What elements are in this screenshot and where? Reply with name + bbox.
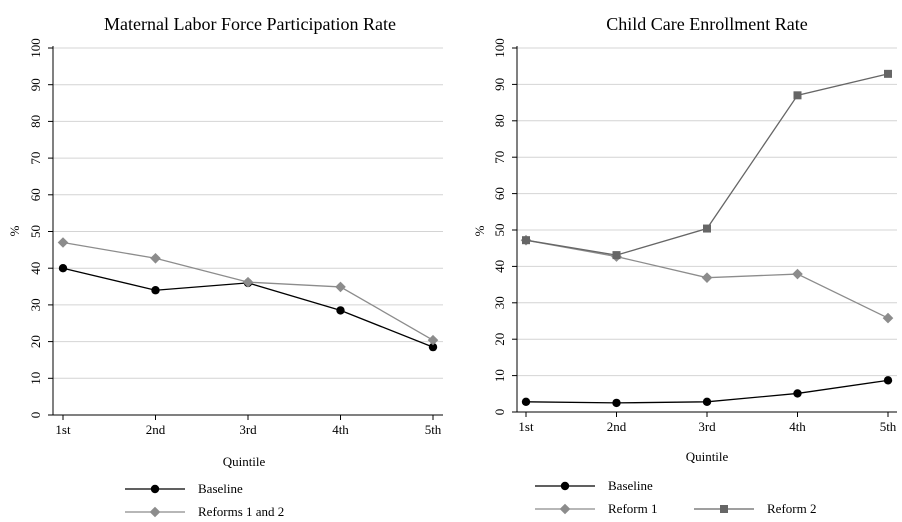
data-point [151, 286, 160, 295]
legend-label: Baseline [198, 481, 243, 496]
y-tick-label: 10 [28, 372, 43, 385]
data-point [703, 224, 711, 233]
y-tick-label: 30 [492, 296, 507, 309]
data-point [702, 397, 712, 407]
data-point [701, 272, 713, 283]
x-tick-label: 5th [880, 419, 897, 434]
data-point [521, 397, 531, 407]
x-tick-label: 1st [55, 422, 71, 437]
legend-marker [149, 506, 161, 518]
x-tick-label: 2nd [146, 422, 166, 437]
data-point [793, 389, 802, 398]
data-point [522, 236, 530, 245]
y-tick-label: 10 [492, 369, 507, 382]
x-tick-label: 1st [518, 419, 534, 434]
y-tick-label: 40 [28, 262, 43, 275]
data-point [242, 276, 254, 288]
data-point [882, 312, 894, 324]
y-tick-label: 40 [492, 260, 507, 273]
chart-title: Child Care Enrollment Rate [606, 14, 807, 34]
x-tick-label: 5th [425, 422, 442, 437]
y-tick-label: 0 [492, 409, 507, 416]
y-tick-label: 80 [492, 114, 507, 127]
y-tick-label: 0 [28, 412, 43, 419]
x-tick-label: 4th [332, 422, 349, 437]
data-point [884, 69, 892, 78]
data-point [150, 252, 161, 264]
data-point [428, 342, 438, 352]
legend-marker [720, 505, 728, 513]
data-point [612, 398, 621, 408]
legend-label: Baseline [608, 478, 653, 493]
legend-label: Reform 1 [608, 501, 657, 516]
legend-marker [559, 503, 571, 515]
y-tick-label: 80 [28, 115, 43, 128]
y-tick-label: 30 [28, 298, 43, 311]
data-point [612, 251, 621, 260]
y-tick-label: 70 [492, 151, 507, 164]
chart-panel-child-care: Child Care Enrollment Rate % Quintile 0 1… [472, 14, 897, 516]
y-tick-label: 100 [28, 38, 43, 58]
legend-marker [560, 481, 570, 491]
legend-label: Reforms 1 and 2 [198, 504, 284, 519]
y-tick-label: 70 [28, 152, 43, 165]
x-tick-label: 2nd [607, 419, 627, 434]
y-tick-label: 60 [492, 187, 507, 200]
x-tick-label: 3rd [239, 422, 257, 437]
y-tick-label: 90 [28, 78, 43, 91]
data-point [792, 268, 803, 280]
chart-panel-labor-force: Maternal Labor Force Participation Rate … [7, 14, 443, 519]
data-point [793, 91, 802, 100]
chart-title: Maternal Labor Force Participation Rate [104, 14, 396, 34]
y-tick-label: 60 [28, 188, 43, 201]
data-point [883, 376, 893, 385]
x-tick-label: 4th [789, 419, 806, 434]
y-tick-label: 20 [28, 335, 43, 348]
x-axis-label: Quintile [686, 449, 729, 464]
y-tick-label: 100 [492, 38, 507, 58]
x-tick-label: 3rd [698, 419, 716, 434]
data-point [336, 306, 345, 315]
y-tick-label: 20 [492, 333, 507, 346]
legend-label: Reform 2 [767, 501, 816, 516]
y-axis-label: % [472, 225, 487, 236]
data-point [57, 237, 69, 248]
data-point [58, 264, 68, 273]
y-tick-label: 50 [492, 224, 507, 237]
legend-marker [150, 484, 160, 494]
y-tick-label: 90 [492, 78, 507, 91]
y-tick-label: 50 [28, 225, 43, 238]
x-axis-label: Quintile [223, 454, 266, 469]
y-axis-label: % [7, 225, 22, 236]
data-point [427, 334, 439, 346]
data-point [335, 281, 346, 293]
